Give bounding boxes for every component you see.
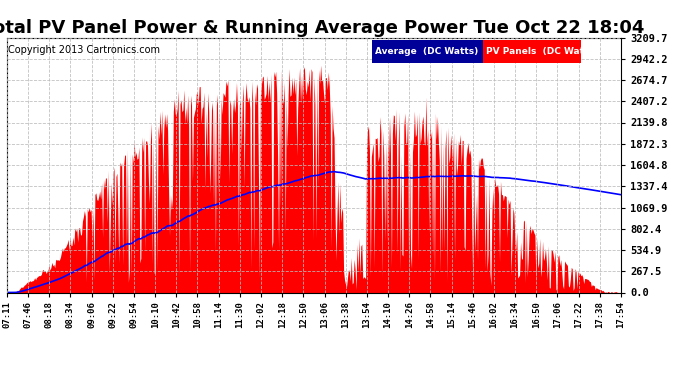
FancyBboxPatch shape	[483, 40, 581, 63]
FancyBboxPatch shape	[373, 40, 483, 63]
Text: PV Panels  (DC Watts): PV Panels (DC Watts)	[486, 47, 598, 56]
Text: Copyright 2013 Cartronics.com: Copyright 2013 Cartronics.com	[8, 45, 160, 55]
Title: Total PV Panel Power & Running Average Power Tue Oct 22 18:04: Total PV Panel Power & Running Average P…	[0, 20, 644, 38]
Text: Average  (DC Watts): Average (DC Watts)	[375, 47, 479, 56]
